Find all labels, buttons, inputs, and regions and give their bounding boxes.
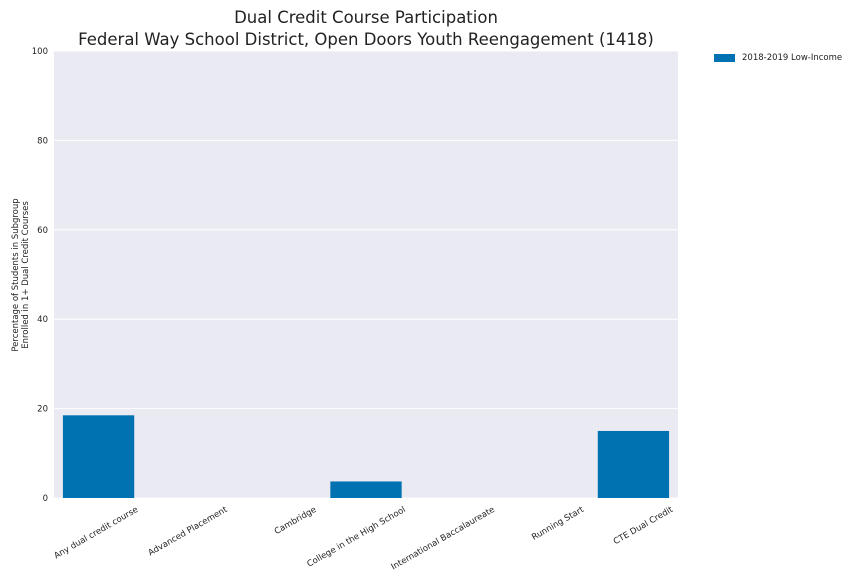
x-tick-label: Running Start (530, 505, 586, 543)
legend: 2018-2019 Low-Income (714, 53, 842, 63)
legend-label: 2018-2019 Low-Income (742, 53, 843, 63)
y-tick-labels: 0 20 40 60 80 100 (32, 47, 48, 504)
gridlines (54, 50, 678, 499)
chart-title: Dual Credit Course Participation (234, 8, 498, 27)
y-tick-label: 20 (37, 405, 48, 415)
bar (330, 481, 402, 498)
y-tick-label: 100 (32, 47, 48, 57)
x-tick-label: CTE Dual Credit (612, 505, 676, 547)
x-tick-labels: Any dual credit course Advanced Placement… (52, 505, 675, 573)
chart-subtitle: Federal Way School District, Open Doors … (78, 30, 654, 49)
y-tick-label: 40 (37, 315, 48, 325)
x-tick-label: Cambridge (273, 505, 318, 537)
bars (62, 415, 670, 498)
legend-swatch (714, 54, 735, 62)
y-axis-label-line-2: Enrolled in 1+ Dual Credit Courses (21, 201, 31, 349)
y-tick-label: 60 (37, 226, 48, 236)
plot-area (54, 51, 678, 498)
y-axis-label-line-1: Percentage of Students in Subgroup (11, 198, 21, 352)
x-tick-label: Any dual credit course (52, 505, 140, 561)
x-tick-label: Advanced Placement (147, 505, 230, 559)
bar (62, 415, 135, 498)
y-tick-label: 0 (43, 494, 48, 504)
bar (597, 430, 670, 498)
y-tick-label: 80 (37, 136, 48, 146)
y-axis-label: Percentage of Students in Subgroup Enrol… (11, 198, 31, 351)
x-tick-label: International Baccalaureate (390, 505, 497, 573)
x-tick-label: College in the High School (306, 505, 408, 570)
